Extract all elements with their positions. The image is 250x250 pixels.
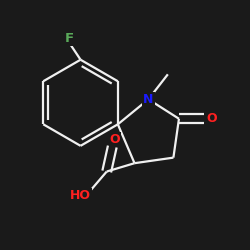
Text: O: O	[206, 112, 217, 125]
Text: N: N	[143, 93, 154, 106]
Text: HO: HO	[70, 189, 91, 202]
Text: F: F	[65, 32, 74, 46]
Text: O: O	[110, 133, 120, 146]
